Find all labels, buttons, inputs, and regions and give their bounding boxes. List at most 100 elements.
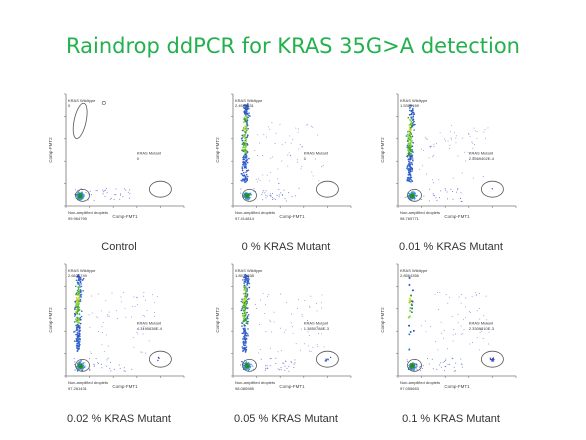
droplet-point bbox=[280, 369, 282, 371]
droplet-point bbox=[438, 309, 440, 310]
droplet-point bbox=[405, 135, 408, 137]
droplet-point bbox=[420, 370, 422, 372]
droplet-point bbox=[244, 139, 247, 142]
scatter-svg: Comp-FMT1 Comp-FMT2 KRAS Wildtype2.8564356… bbox=[380, 263, 517, 391]
droplet-point bbox=[434, 293, 436, 295]
droplet-point bbox=[75, 302, 77, 305]
droplet-point bbox=[243, 111, 246, 114]
droplet-point bbox=[256, 308, 257, 309]
droplet-point bbox=[407, 364, 409, 366]
mutant-gate bbox=[316, 350, 339, 368]
droplet-point bbox=[248, 282, 251, 285]
droplet-point bbox=[460, 358, 462, 360]
droplet-point bbox=[327, 359, 329, 361]
droplet-point bbox=[443, 330, 445, 331]
droplet-point bbox=[309, 350, 310, 352]
droplet-point bbox=[432, 194, 434, 196]
droplet-point bbox=[107, 314, 109, 316]
droplet-point bbox=[77, 324, 79, 326]
droplet-point bbox=[421, 165, 423, 167]
droplet-point bbox=[412, 289, 414, 292]
droplet-point bbox=[410, 113, 413, 116]
droplet-point bbox=[244, 155, 247, 158]
negative-label: Non-amplified droplets bbox=[235, 210, 275, 215]
droplet-point bbox=[436, 143, 437, 145]
droplet-point bbox=[79, 300, 82, 302]
mutant-gate bbox=[149, 350, 172, 368]
droplet-point bbox=[142, 315, 144, 317]
droplet-point bbox=[79, 363, 81, 366]
droplet-point bbox=[410, 133, 413, 135]
droplet-point bbox=[244, 147, 247, 149]
droplet-point bbox=[412, 158, 414, 160]
droplet-point bbox=[277, 168, 279, 170]
droplet-point bbox=[411, 153, 413, 156]
droplet-point bbox=[259, 349, 261, 350]
droplet-point bbox=[460, 302, 462, 304]
droplet-point bbox=[277, 178, 279, 180]
droplet-point bbox=[243, 286, 245, 288]
droplet-point bbox=[249, 365, 252, 368]
droplet-point bbox=[82, 278, 85, 280]
droplet-point bbox=[408, 124, 410, 126]
droplet-point bbox=[80, 285, 83, 288]
negative-label: Non-amplified droplets bbox=[235, 380, 275, 385]
droplet-point bbox=[245, 341, 247, 343]
droplet-point bbox=[97, 362, 99, 364]
droplet-point bbox=[243, 117, 246, 119]
page-title: Raindrop ddPCR for KRAS 35G>A detection bbox=[66, 34, 520, 58]
droplet-point bbox=[455, 135, 457, 137]
droplet-point bbox=[73, 358, 75, 360]
droplet-point bbox=[118, 364, 120, 366]
mutant-label: KRAS Mutant bbox=[137, 150, 162, 155]
droplet-point bbox=[245, 290, 247, 292]
droplet-point bbox=[78, 348, 80, 350]
droplet-point bbox=[243, 130, 246, 132]
droplet-point bbox=[291, 361, 293, 363]
droplet-point bbox=[245, 167, 248, 169]
droplet-point bbox=[77, 342, 79, 345]
droplet-point bbox=[467, 151, 469, 153]
droplet-point bbox=[321, 302, 322, 304]
droplet-point bbox=[406, 165, 409, 168]
droplet-point bbox=[285, 200, 287, 202]
droplet-point bbox=[408, 284, 411, 286]
droplet-point bbox=[132, 336, 134, 338]
droplet-point bbox=[284, 369, 286, 371]
droplet-point bbox=[78, 313, 81, 315]
droplet-point bbox=[475, 294, 477, 296]
droplet-point bbox=[244, 166, 246, 168]
droplet-point bbox=[80, 366, 83, 369]
y-axis-label: Comp-FMT2 bbox=[48, 137, 53, 163]
droplet-point bbox=[89, 351, 91, 353]
droplet-dots bbox=[73, 274, 160, 372]
droplet-point bbox=[75, 306, 77, 308]
droplet-point bbox=[485, 137, 486, 139]
droplet-point bbox=[290, 142, 292, 144]
droplet-point bbox=[242, 364, 245, 367]
droplet-point bbox=[452, 358, 454, 360]
droplet-point bbox=[241, 139, 244, 142]
droplet-point bbox=[450, 124, 452, 126]
droplet-point bbox=[271, 199, 273, 200]
droplet-point bbox=[472, 177, 474, 179]
droplet-point bbox=[142, 333, 144, 335]
caption-0-01-percent: 0.01 % KRAS Mutant bbox=[399, 241, 503, 253]
droplet-point bbox=[278, 188, 280, 190]
droplet-point bbox=[408, 180, 411, 183]
droplet-point bbox=[420, 366, 421, 368]
droplet-point bbox=[113, 198, 115, 200]
droplet-point bbox=[407, 173, 410, 176]
droplet-dots bbox=[74, 187, 131, 202]
droplet-point bbox=[78, 345, 81, 347]
droplet-point bbox=[84, 362, 86, 364]
droplet-point bbox=[295, 127, 297, 129]
droplet-point bbox=[254, 304, 256, 305]
droplet-point bbox=[257, 178, 259, 180]
droplet-point bbox=[413, 330, 415, 332]
droplet-point bbox=[473, 156, 475, 158]
droplet-point bbox=[245, 300, 248, 302]
droplet-point bbox=[79, 368, 81, 370]
droplet-point bbox=[242, 158, 244, 161]
droplet-point bbox=[312, 347, 314, 349]
